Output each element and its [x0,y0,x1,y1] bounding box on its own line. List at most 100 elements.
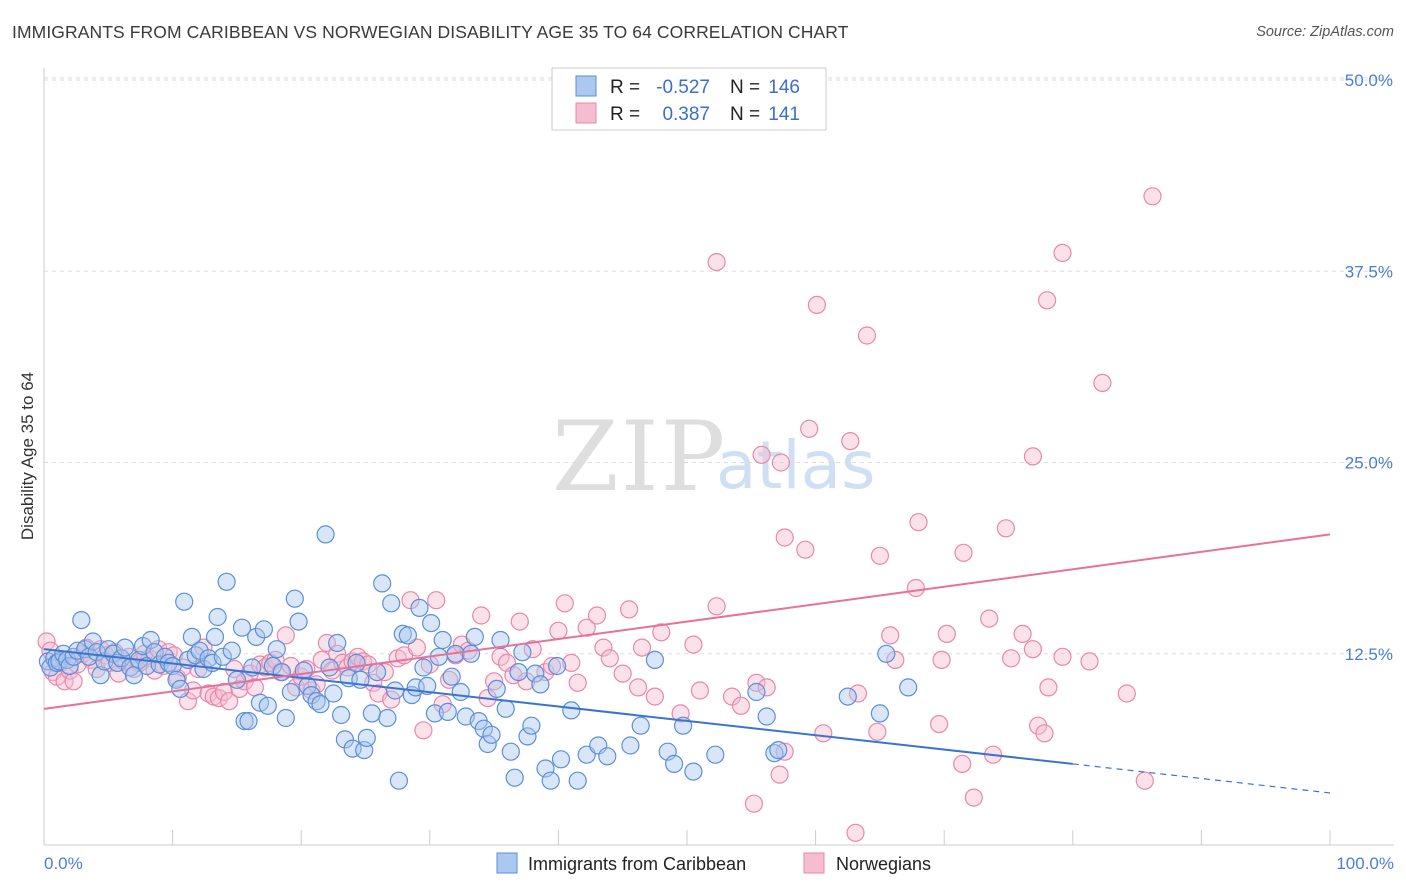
norwegians-point-103 [619,600,639,619]
caribbean-point-61 [281,682,300,702]
norwegians-point-121 [881,626,900,645]
caribbean-point-81 [362,704,381,723]
norwegians-point-126 [937,624,956,644]
norwegians-point-128 [964,788,983,807]
caribbean-point-102 [451,682,470,702]
norwegians-point-160 [909,513,928,532]
series-legend-label-caribbean: Immigrants from Caribbean [528,854,746,874]
caribbean-point-125 [562,701,581,720]
caribbean-point-111 [491,630,510,650]
caribbean-point-130 [621,736,640,755]
caribbean-point-43 [205,627,225,647]
norwegians-point-145 [800,419,819,438]
caribbean-point-95 [422,613,441,633]
norwegians-point-116 [770,765,789,784]
norwegians-point-131 [1001,649,1021,668]
norwegians-point-102 [613,664,632,683]
caribbean-point-7 [60,656,79,676]
norwegians-point-97 [568,673,587,692]
norwegians-point-155 [846,823,865,842]
caribbean-point-65 [298,676,317,696]
watermark: ZIP atlas [552,401,876,513]
trend-lines [43,533,1331,794]
norwegians-point-133 [1023,640,1043,659]
caribbean-point-109 [482,725,501,744]
caribbean-point-40 [194,659,213,679]
norwegians-point-147 [841,432,860,451]
caribbean-point-63 [289,612,308,631]
legend-r-label-caribbean: R = [610,77,640,98]
norwegians-point-123 [906,578,926,598]
norwegians-point-151 [1037,291,1057,310]
caribbean-point-116 [513,643,532,662]
caribbean-point-83 [373,574,392,593]
caribbean-point-138 [747,682,766,702]
norwegians-point-75 [414,721,433,740]
norwegians-point-79 [440,670,459,689]
caribbean-point-77 [347,653,366,673]
caribbean-point-58 [267,640,286,659]
caribbean-point-129 [598,747,617,766]
norwegians-point-100 [594,638,613,657]
norwegians-point-141 [707,253,726,272]
caribbean-point-70 [320,658,339,677]
caribbean-point-73 [332,705,351,725]
caribbean-point-32 [163,656,182,676]
norwegians-point-74 [407,638,426,657]
caribbean-point-13 [83,632,103,651]
norwegians-point-50 [276,626,295,645]
legend-swatch-norwegians [575,102,597,124]
caribbean-point-86 [386,681,405,700]
norwegians-point-136 [1039,678,1058,697]
caribbean-point-55 [254,620,273,639]
norwegians-point-148 [954,543,973,562]
norwegians-point-99 [587,606,607,625]
legend-swatch-caribbean [575,75,597,97]
caribbean-point-93 [414,658,433,677]
caribbean-point-131 [631,716,650,735]
caribbean-point-113 [501,742,520,761]
series-legend-swatch-caribbean [496,852,518,874]
norwegians-point-154 [1143,187,1162,206]
norwegians-point-122 [886,650,905,670]
norwegians-point-110 [690,681,710,700]
norwegians-point-146 [807,295,827,314]
caribbean-point-110 [487,679,506,699]
caribbean-point-50 [235,711,254,731]
norwegians-point-115 [757,678,776,697]
legend-n-value-norwegians: 141 [768,104,800,125]
norwegians-point-118 [814,724,833,743]
norwegians-point-150 [1023,447,1043,466]
legend-r-value-norwegians: 0.387 [662,104,710,125]
y-tick-label-0: 12.5% [1345,645,1393,664]
caribbean-point-21 [115,638,135,657]
caribbean-point-53 [247,627,266,647]
caribbean-point-56 [258,696,277,715]
caribbean-point-126 [568,771,587,790]
caribbean-point-120 [531,675,550,694]
series-legend-label-norwegians: Norwegians [836,854,931,874]
caribbean-point-48 [227,670,246,689]
caribbean-point-115 [509,662,528,682]
caribbean-point-99 [438,702,457,722]
norwegians-point-105 [632,638,652,657]
norwegians-point-159 [870,546,890,565]
norwegians-point-143 [771,453,791,472]
caribbean-point-134 [664,754,684,774]
legend-n-label-caribbean: N = [730,77,760,98]
norwegians-point-119 [848,684,868,703]
norwegians-point-139 [1117,684,1136,703]
legend-n-label-norwegians: N = [730,104,760,125]
caribbean-point-105 [465,627,484,647]
norwegians-point-107 [652,623,671,642]
norwegians-point-135 [1035,724,1054,743]
caribbean-point-45 [213,647,232,666]
caribbean-point-122 [541,771,560,790]
caribbean-point-100 [442,667,461,686]
caribbean-point-10 [72,610,91,630]
x-tick-label-max: 100.0% [1336,854,1394,873]
caribbean-point-84 [378,708,397,728]
norwegians-point-70 [382,690,401,709]
legend-box [551,67,827,131]
caribbean-point-143 [870,704,890,723]
